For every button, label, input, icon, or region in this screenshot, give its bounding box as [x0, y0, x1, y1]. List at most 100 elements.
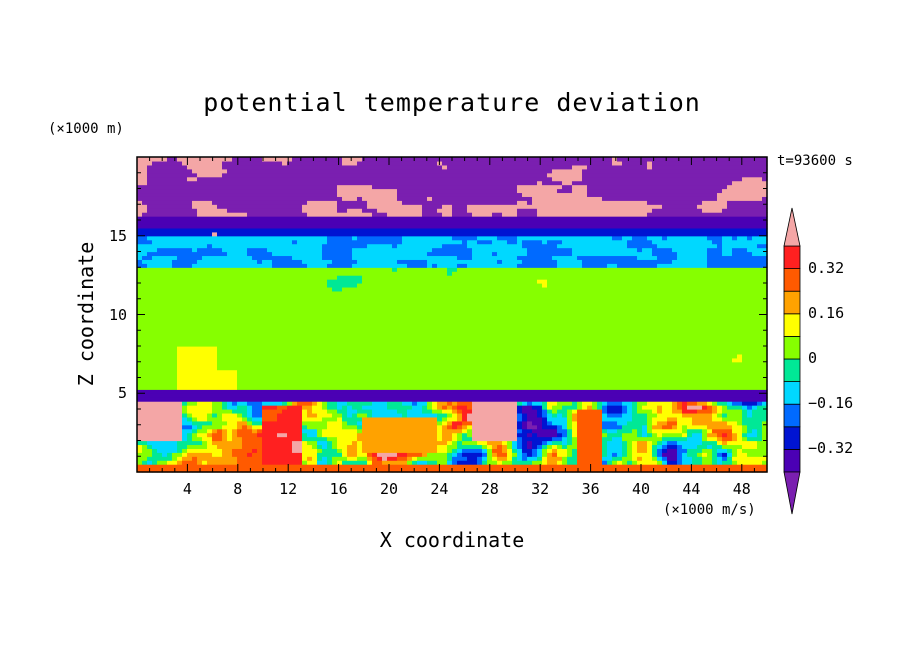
heatmap-cell [272, 255, 278, 260]
heatmap-cell [242, 338, 248, 343]
heatmap-cell [437, 330, 443, 335]
heatmap-cell [422, 334, 428, 339]
heatmap-cell [407, 160, 413, 166]
heatmap-cell [172, 342, 178, 347]
heatmap-cell [387, 231, 393, 237]
heatmap-cell [307, 164, 313, 170]
heatmap-cell [262, 267, 268, 272]
heatmap-cell [272, 468, 278, 473]
heatmap-cell [182, 157, 188, 162]
heatmap-cell [362, 184, 368, 190]
heatmap-cell [432, 306, 438, 312]
heatmap-cell [172, 397, 178, 402]
heatmap-cell [367, 263, 373, 268]
heatmap-cell [392, 192, 398, 197]
heatmap-cell [412, 444, 418, 449]
heatmap-cell [427, 464, 433, 469]
heatmap-cell [232, 440, 238, 446]
heatmap-cell [337, 168, 343, 174]
heatmap-cell [177, 298, 183, 304]
heatmap-cell [232, 369, 238, 375]
heatmap-cell [222, 290, 228, 296]
heatmap-cell [197, 180, 203, 186]
heatmap-cell [407, 302, 413, 308]
heatmap-cell [232, 456, 238, 461]
heatmap-cell [387, 286, 393, 292]
heatmap-cell [302, 231, 308, 237]
heatmap-cell [232, 405, 238, 410]
heatmap-cell [302, 468, 308, 473]
heatmap-cell [427, 188, 433, 194]
heatmap-cell [422, 440, 428, 446]
heatmap-cell [397, 456, 403, 461]
heatmap-cell [232, 267, 238, 272]
heatmap-cell [257, 357, 263, 363]
heatmap-cell [377, 275, 383, 280]
heatmap-cell [137, 164, 143, 170]
heatmap-cell [412, 172, 418, 178]
heatmap-cell [407, 263, 413, 268]
heatmap-cell [412, 302, 418, 308]
heatmap-cell [307, 310, 313, 316]
heatmap-cell [217, 342, 223, 347]
heatmap-cell [312, 353, 318, 359]
heatmap-cell [322, 294, 328, 300]
heatmap-cell [357, 381, 363, 386]
heatmap-cell [142, 349, 148, 355]
heatmap-cell [392, 318, 398, 323]
heatmap-cell [392, 401, 398, 406]
heatmap-cell [347, 176, 353, 182]
heatmap-cell [377, 196, 383, 201]
heatmap-cell [412, 397, 418, 402]
heatmap-cell [357, 220, 363, 225]
heatmap-cell [322, 176, 328, 182]
heatmap-cell [167, 200, 173, 205]
heatmap-cell [337, 353, 343, 359]
heatmap-cell [302, 204, 308, 209]
heatmap-cell [152, 239, 158, 245]
heatmap-cell [192, 409, 198, 414]
heatmap-cell [252, 212, 258, 217]
heatmap-cell [277, 318, 283, 323]
heatmap-cell [287, 263, 293, 268]
heatmap-cell [247, 283, 253, 288]
heatmap-cell [187, 377, 193, 383]
heatmap-cell [257, 456, 263, 461]
heatmap-cell [342, 279, 348, 284]
heatmap-cell [372, 286, 378, 292]
heatmap-cell [262, 235, 268, 241]
heatmap-cell [317, 468, 323, 473]
heatmap-cell [437, 168, 443, 174]
heatmap-cell [432, 298, 438, 304]
heatmap-cell [367, 212, 373, 217]
heatmap-cell [392, 322, 398, 327]
heatmap-cell [167, 361, 173, 367]
heatmap-cell [407, 444, 413, 449]
heatmap-cell [407, 452, 413, 457]
heatmap-cell [192, 227, 198, 233]
heatmap-cell [202, 385, 208, 390]
heatmap-cell [332, 456, 338, 461]
heatmap-cell [237, 176, 243, 182]
heatmap-cell [287, 259, 293, 264]
heatmap-cell [302, 275, 308, 280]
heatmap-cell [162, 452, 168, 457]
heatmap-cell [362, 200, 368, 205]
heatmap-cell [172, 432, 178, 438]
heatmap-cell [337, 389, 343, 394]
heatmap-cell [217, 251, 223, 257]
heatmap-cell [432, 208, 438, 213]
heatmap-cell [247, 361, 253, 367]
heatmap-cell [212, 160, 218, 166]
heatmap-cell [437, 401, 443, 406]
heatmap-cell [227, 468, 233, 473]
heatmap-cell [397, 286, 403, 292]
heatmap-cell [307, 349, 313, 355]
heatmap-cell [182, 385, 188, 390]
heatmap-cell [422, 424, 428, 430]
heatmap-cell [437, 220, 443, 225]
heatmap-cell [352, 212, 358, 217]
heatmap-cell [407, 216, 413, 221]
heatmap-cell [402, 208, 408, 213]
heatmap-cell [177, 208, 183, 213]
